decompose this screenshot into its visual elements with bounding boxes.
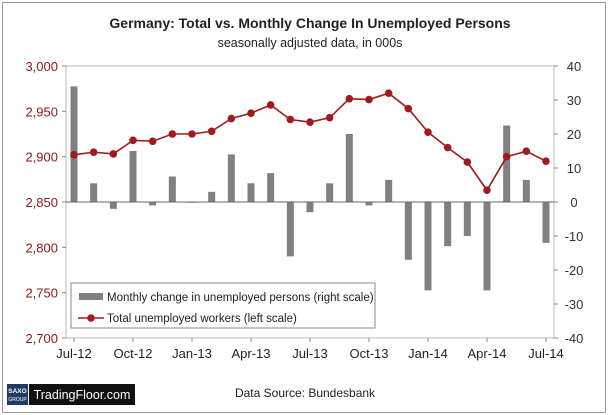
- bar-Mar-14: [463, 202, 471, 236]
- left-tick-label: 2,700: [25, 331, 58, 346]
- bar-Jun-14: [522, 179, 530, 202]
- line-point-Aug-13: [325, 113, 334, 122]
- line-point-Apr-14: [483, 186, 491, 195]
- line-point-Mar-14: [463, 158, 472, 166]
- bar-Jul-14: [542, 202, 550, 243]
- x-axis: Jul-12 Oct-12 Jan-13 Apr-13 Jul-13 Oct-13 Jan-…: [56, 338, 564, 361]
- x-tick-label: Apr-14: [467, 346, 506, 361]
- saxo-logo-bottom: GROUP: [8, 397, 27, 403]
- legend-bar-swatch: [79, 293, 103, 300]
- bar-series: [70, 86, 550, 291]
- saxo-logo-top: SAXO: [8, 388, 26, 395]
- x-tick-label: Apr-13: [231, 346, 270, 361]
- bar-Oct-12: [129, 151, 137, 202]
- line-point-Nov-12: [148, 137, 157, 146]
- right-tick-label: -20: [565, 263, 584, 278]
- line-point-Sep-13: [345, 94, 354, 103]
- bar-Jul-13: [306, 202, 314, 213]
- left-tick-label: 2,850: [25, 195, 58, 210]
- tradingfloor-name: TradingFloor.com: [34, 388, 131, 402]
- left-tick-label: 2,900: [25, 150, 58, 165]
- legend: Monthly change in unemployed persons (ri…: [70, 282, 376, 329]
- line-point-Jun-14: [522, 147, 531, 156]
- data-source: Data Source: Bundesbank: [235, 386, 376, 400]
- line-point-Jul-14: [542, 157, 550, 165]
- line-point-Apr-13: [247, 109, 255, 117]
- saxo-logo: [7, 384, 28, 405]
- left-tick-label: 2,800: [25, 240, 58, 255]
- right-tick-label: -30: [565, 297, 584, 312]
- right-axis: -40 -30 -20 -10 0 10 20 30 40: [554, 59, 583, 346]
- right-tick-label: 0: [570, 195, 577, 210]
- x-tick-label: Jul-12: [56, 346, 91, 361]
- x-tick-label: Jan-14: [408, 346, 448, 361]
- line-point-Dec-12: [168, 130, 177, 138]
- line-point-Oct-13: [365, 95, 373, 104]
- brand-logo: SAXO GROUP TradingFloor.com: [7, 384, 135, 405]
- bar-Apr-14: [483, 202, 491, 291]
- left-tick-label: 2,950: [25, 104, 58, 119]
- bar-Sep-13: [345, 134, 353, 202]
- line-point-Dec-13: [404, 104, 413, 113]
- line-point-Oct-12: [129, 136, 137, 145]
- bar-May-14: [503, 125, 511, 202]
- line-point-May-14: [502, 152, 511, 161]
- x-tick-label: Jul-13: [292, 346, 327, 361]
- bar-Aug-12: [90, 183, 98, 202]
- line-point-May-13: [266, 101, 275, 109]
- line-point-Jan-13: [188, 130, 196, 138]
- bar-Sep-12: [109, 202, 117, 209]
- x-tick-label: Jan-13: [172, 346, 212, 361]
- right-tick-label: -10: [565, 229, 584, 244]
- line-point-Jul-12: [70, 151, 78, 159]
- bar-Mar-13: [227, 154, 235, 202]
- line-point-Mar-13: [227, 114, 236, 123]
- line-point-Jul-13: [306, 118, 314, 127]
- line-point-Jan-14: [424, 128, 432, 136]
- bar-Dec-13: [404, 202, 412, 260]
- line-point-Feb-14: [443, 143, 452, 152]
- legend-line-label: Total unemployed workers (left scale): [107, 313, 297, 325]
- line-point-Feb-13: [207, 127, 216, 136]
- left-tick-label: 2,750: [25, 286, 58, 301]
- bar-Nov-13: [385, 179, 393, 202]
- bar-Apr-13: [247, 183, 255, 202]
- right-tick-label: -40: [565, 331, 584, 346]
- right-tick-label: 20: [567, 127, 581, 142]
- left-axis: 2,700 2,750 2,800 2,850 2,900 2,950 3,000: [25, 59, 66, 346]
- bar-May-13: [267, 173, 275, 202]
- bar-Feb-13: [208, 191, 216, 202]
- x-tick-label: Jul-14: [528, 346, 563, 361]
- bar-Jun-13: [286, 202, 294, 257]
- x-tick-label: Oct-12: [113, 346, 152, 361]
- x-tick-label: Oct-13: [349, 346, 388, 361]
- bar-Jan-14: [424, 202, 432, 291]
- line-point-Nov-13: [384, 89, 393, 97]
- line-point-Aug-12: [89, 148, 98, 156]
- right-tick-label: 10: [567, 161, 581, 176]
- bar-Aug-13: [326, 183, 334, 202]
- legend-line-marker: [87, 314, 95, 322]
- bar-Nov-12: [149, 202, 157, 206]
- line-point-Jun-13: [286, 115, 295, 124]
- right-tick-label: 30: [567, 93, 581, 108]
- chart-title: Germany: Total vs. Monthly Change In Une…: [109, 15, 510, 31]
- tradingfloor-badge: [29, 384, 135, 405]
- line-series: [70, 89, 550, 195]
- bar-Oct-13: [365, 202, 373, 206]
- right-tick-label: 40: [567, 59, 581, 74]
- left-tick-label: 3,000: [25, 59, 58, 74]
- legend-box: [70, 282, 376, 329]
- line-point-Sep-12: [109, 150, 118, 158]
- legend-bar-label: Monthly change in unemployed persons (ri…: [107, 292, 374, 304]
- bar-Feb-14: [444, 202, 452, 247]
- bar-Jul-12: [70, 86, 78, 202]
- bar-Dec-12: [168, 176, 176, 202]
- chart-subtitle: seasonally adjusted data, in 000s: [218, 36, 403, 50]
